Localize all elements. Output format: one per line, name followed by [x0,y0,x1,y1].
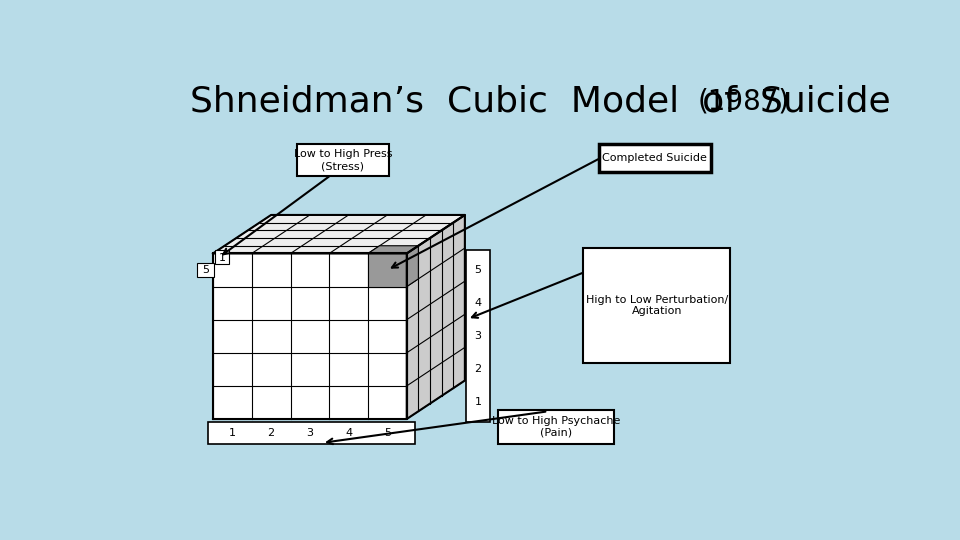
Text: Completed Suicide: Completed Suicide [602,153,708,163]
FancyBboxPatch shape [197,263,214,277]
Text: 5: 5 [202,265,208,275]
Text: 4: 4 [474,298,482,308]
FancyBboxPatch shape [599,144,710,172]
FancyBboxPatch shape [297,144,389,177]
Text: 1: 1 [219,253,226,263]
FancyBboxPatch shape [498,410,613,444]
Text: 5: 5 [474,265,482,275]
Text: Low to High Press
(Stress): Low to High Press (Stress) [294,150,392,171]
Text: 5: 5 [384,428,391,438]
FancyBboxPatch shape [467,251,490,422]
Text: 3: 3 [306,428,313,438]
Polygon shape [213,215,465,253]
Text: 2: 2 [474,364,482,374]
Text: 2: 2 [268,428,275,438]
FancyBboxPatch shape [215,251,229,264]
Polygon shape [213,253,407,419]
Text: 1: 1 [474,397,482,408]
FancyBboxPatch shape [584,248,730,363]
Text: 1: 1 [228,428,236,438]
Polygon shape [407,246,419,287]
Text: Shneidman’s  Cubic  Model  of  Suicide: Shneidman’s Cubic Model of Suicide [190,85,890,119]
FancyBboxPatch shape [208,422,416,444]
Polygon shape [407,215,465,419]
Text: 4: 4 [345,428,352,438]
Polygon shape [368,246,419,253]
Polygon shape [368,253,407,287]
Text: High to Low Perturbation/
Agitation: High to Low Perturbation/ Agitation [586,295,728,316]
Text: (1987): (1987) [697,88,789,116]
Text: Low to High Psychache
(Pain): Low to High Psychache (Pain) [492,416,620,437]
Text: 3: 3 [474,331,482,341]
